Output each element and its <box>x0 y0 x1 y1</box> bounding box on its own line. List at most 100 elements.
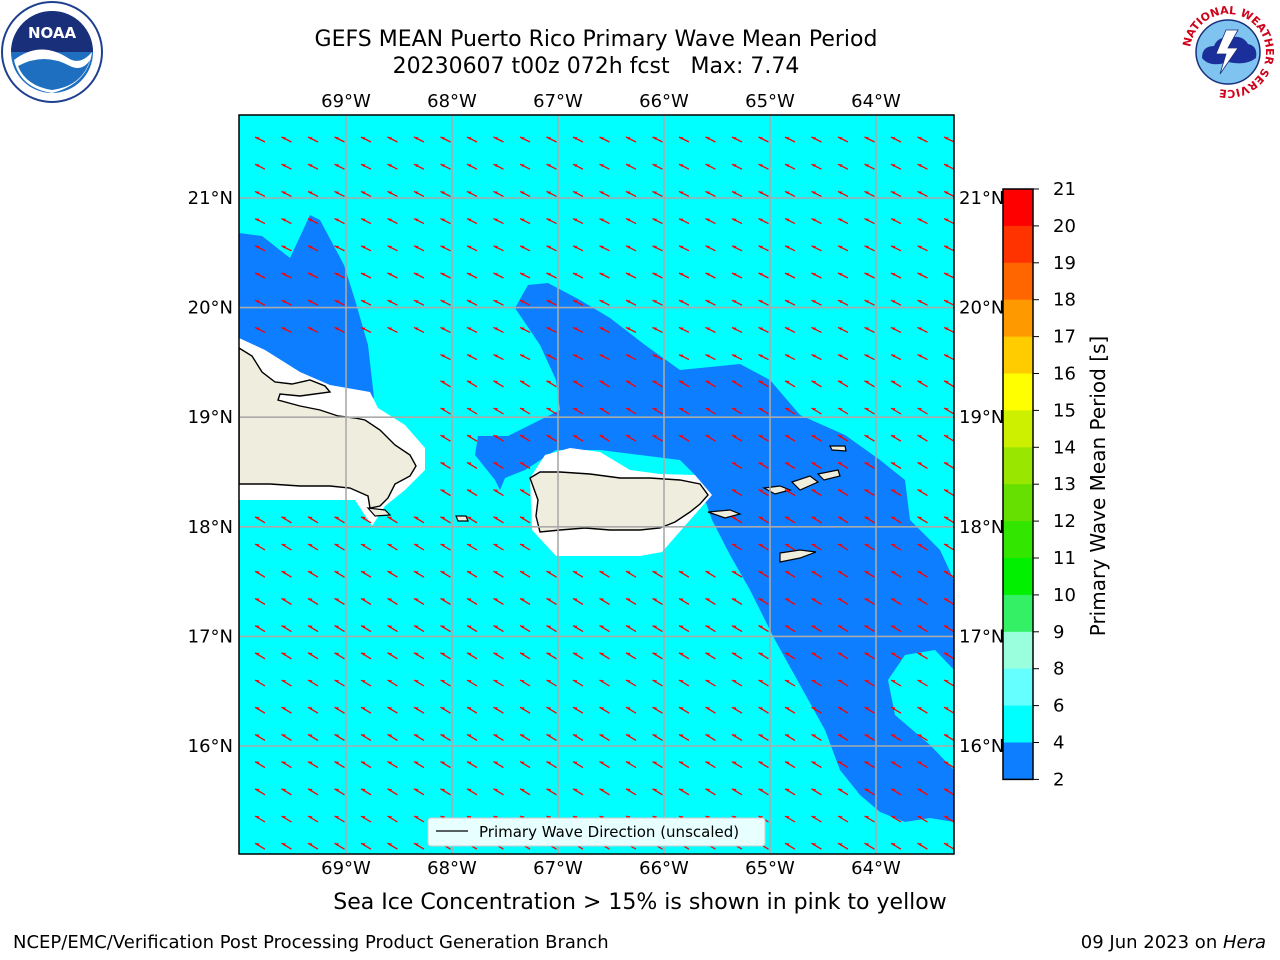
wave-arrow <box>784 434 796 442</box>
wave-arrow <box>917 543 928 551</box>
wave-arrow <box>493 597 504 605</box>
wave-arrow <box>811 245 822 252</box>
wave-arrow <box>811 489 822 497</box>
wave-arrow <box>440 245 451 252</box>
wave-arrow <box>413 516 425 524</box>
wave-arrow <box>360 652 372 660</box>
wave-arrow <box>360 815 372 823</box>
wave-arrow <box>917 489 928 497</box>
wave-arrow <box>519 788 531 796</box>
longitude-label: 67°W <box>533 91 583 112</box>
wave-arrow <box>254 190 266 197</box>
chart-subtitle: 20230607 t00z 072h fcst Max: 7.74 <box>392 54 800 79</box>
wave-arrow <box>307 815 319 823</box>
wave-arrow <box>307 842 319 850</box>
wave-arrow <box>625 652 637 660</box>
land-st-croix <box>779 549 817 563</box>
wave-arrow <box>307 679 319 687</box>
wave-arrow <box>254 815 266 823</box>
wave-arrow <box>307 516 319 524</box>
wave-arrow <box>546 299 557 306</box>
wave-arrow <box>625 407 637 415</box>
wave-arrow <box>652 245 663 252</box>
wave-arrow <box>519 597 531 605</box>
wave-arrow <box>943 380 954 388</box>
wave-arrow <box>493 326 504 333</box>
latitude-label: 16°N <box>188 736 233 757</box>
wave-arrow <box>307 570 319 578</box>
wave-arrow <box>943 570 954 578</box>
colorbar-tick-label: 16 <box>1053 364 1076 385</box>
wave-arrow <box>599 625 610 633</box>
wave-arrow <box>546 570 557 578</box>
wave-arrow <box>572 706 584 714</box>
wave-arrow <box>758 733 769 741</box>
wave-arrow <box>705 625 716 633</box>
colorbar-segment <box>1003 225 1033 264</box>
wave-arrow <box>784 788 796 796</box>
wave-arrow <box>254 136 266 143</box>
wave-arrow <box>864 679 875 687</box>
wave-arrow <box>466 354 478 361</box>
wave-arrow <box>281 597 292 605</box>
wave-arrow <box>864 136 875 143</box>
wave-arrow <box>811 815 822 823</box>
wave-arrow <box>519 299 531 306</box>
wave-arrow <box>705 272 716 279</box>
wave-arrow <box>705 380 716 388</box>
wave-arrow <box>917 706 928 714</box>
wave-arrow <box>837 516 849 524</box>
wave-arrow <box>413 190 425 197</box>
wave-arrow <box>307 625 319 633</box>
wave-arrow <box>599 218 610 225</box>
wave-arrow <box>493 489 504 497</box>
noaa-logo: NOAA <box>1 1 103 103</box>
wave-arrow <box>864 815 875 823</box>
wave-arrow <box>678 163 690 170</box>
wave-arrow <box>678 625 690 633</box>
wave-arrow <box>599 299 610 306</box>
wave-arrow <box>254 842 266 850</box>
wave-arrow <box>758 434 769 442</box>
wave-arrow <box>572 733 584 741</box>
wave-arrow <box>466 679 478 687</box>
wave-arrow <box>731 570 743 578</box>
wave-arrow <box>254 625 266 633</box>
wave-arrow <box>758 136 769 143</box>
map-area <box>239 115 954 854</box>
wave-arrow <box>254 570 266 578</box>
wave-arrow <box>466 652 478 660</box>
wave-arrow <box>784 625 796 633</box>
wave-arrow <box>440 461 451 469</box>
wave-arrow <box>625 761 637 769</box>
wave-arrow <box>572 354 584 361</box>
wave-arrow <box>493 570 504 578</box>
wave-arrow <box>864 218 875 225</box>
longitude-label: 68°W <box>427 858 477 879</box>
wave-arrow <box>864 625 875 633</box>
wave-arrow <box>678 434 690 442</box>
wave-arrow <box>493 679 504 687</box>
wave-arrow <box>519 516 531 524</box>
wave-arrow <box>281 136 292 143</box>
wave-arrow <box>387 570 398 578</box>
wave-arrow <box>599 136 610 143</box>
wave-arrow <box>413 218 425 225</box>
wave-arrow <box>705 761 716 769</box>
legend-label: Primary Wave Direction (unscaled) <box>479 823 739 841</box>
wave-arrow <box>678 407 690 415</box>
wave-arrow <box>811 733 822 741</box>
sea-ice-note: Sea Ice Concentration > 15% is shown in … <box>333 890 947 915</box>
wave-arrow <box>758 245 769 252</box>
wave-arrow <box>519 761 531 769</box>
wave-arrow <box>387 815 398 823</box>
wave-arrow <box>440 679 451 687</box>
land-mona <box>455 515 469 522</box>
wave-arrow <box>572 788 584 796</box>
wave-arrow <box>943 652 954 660</box>
wave-arrow <box>493 434 504 442</box>
colorbar-tick-label: 6 <box>1053 696 1064 717</box>
wave-arrow <box>811 788 822 796</box>
wave-arrow <box>890 516 902 524</box>
wave-arrow <box>387 163 398 170</box>
